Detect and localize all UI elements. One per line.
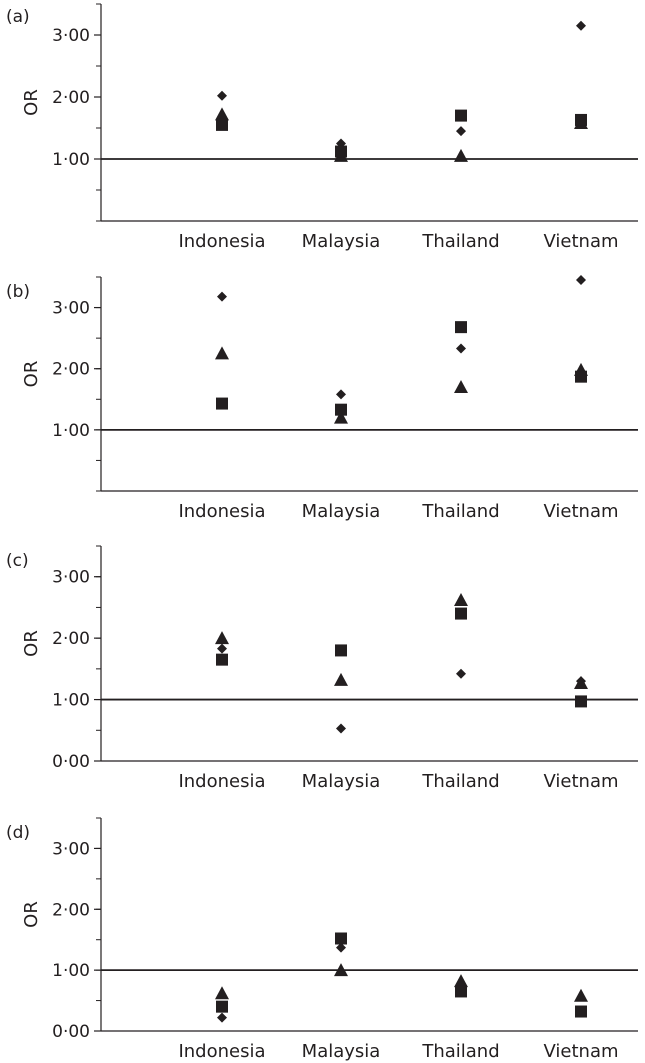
diamond-marker (456, 343, 466, 354)
triangle-marker (574, 675, 588, 689)
x-category-label: Vietnam (543, 231, 618, 252)
diamond-marker (336, 723, 346, 734)
triangle-marker (215, 986, 229, 1000)
panel-a: 1·00 2·00 3·00 Indonesia Malaysia Thailand Vie… (6, 3, 638, 252)
panel-label: (b) (6, 282, 30, 302)
y-tick-label: 0·00 (52, 1022, 90, 1042)
square-marker (335, 403, 347, 416)
y-tick-label: 3·00 (52, 568, 90, 588)
square-marker (216, 653, 228, 666)
square-marker (216, 1000, 228, 1013)
x-category-label: Indonesia (178, 771, 265, 792)
diamond-marker (217, 1012, 227, 1023)
panel-c: 0·00 1·00 2·00 3·00 Indonesia Malaysia Thailan… (6, 545, 638, 792)
y-tick-label: 2·00 (52, 900, 90, 920)
y-tick-label: 3·00 (52, 26, 90, 46)
square-marker (575, 113, 587, 126)
y-axis-label: OR (21, 89, 42, 116)
diamond-marker (336, 389, 346, 400)
square-marker (335, 644, 347, 657)
x-category-label: Vietnam (543, 771, 618, 792)
triangle-marker (334, 410, 348, 424)
triangle-marker (215, 107, 229, 121)
triangle-marker (574, 988, 588, 1002)
square-marker (455, 985, 467, 998)
square-marker (575, 695, 587, 708)
x-category-label: Vietnam (543, 1041, 618, 1062)
y-tick-label: 2·00 (52, 629, 90, 649)
triangle-marker (334, 672, 348, 686)
diamond-marker (456, 668, 466, 679)
square-marker (575, 1005, 587, 1018)
y-tick-label: 3·00 (52, 839, 90, 859)
diamond-marker (336, 942, 346, 953)
panel-b: 1·00 2·00 3·00 Indonesia Malaysia Thailand Vie… (6, 275, 638, 522)
square-marker (455, 321, 467, 334)
x-category-label: Malaysia (302, 501, 381, 522)
triangle-marker (454, 148, 468, 162)
triangle-marker (215, 346, 229, 360)
y-tick-label: 1·00 (52, 150, 90, 170)
diamond-marker (576, 275, 586, 286)
triangle-marker (454, 974, 468, 988)
x-category-label: Indonesia (178, 1041, 265, 1062)
x-category-label: Indonesia (178, 501, 265, 522)
panel-d: 0·00 1·00 2·00 3·00 Indonesia Malaysia Thailan… (6, 817, 638, 1062)
x-category-label: Indonesia (178, 231, 265, 252)
x-category-label: Vietnam (543, 501, 618, 522)
y-axis-label: OR (21, 361, 42, 388)
triangle-marker (454, 593, 468, 607)
x-category-label: Malaysia (302, 1041, 381, 1062)
x-category-label: Malaysia (302, 771, 381, 792)
square-marker (216, 397, 228, 410)
triangle-marker (334, 963, 348, 977)
y-tick-label: 2·00 (52, 360, 90, 380)
y-tick-label: 2·00 (52, 88, 90, 108)
diamond-marker (217, 90, 227, 101)
square-marker (335, 932, 347, 945)
diamond-marker (217, 291, 227, 302)
y-tick-label: 1·00 (52, 691, 90, 711)
x-category-label: Malaysia (302, 231, 381, 252)
y-axis-label: OR (21, 630, 42, 657)
x-category-label: Thailand (421, 771, 499, 792)
square-marker (455, 109, 467, 122)
y-tick-label: 3·00 (52, 299, 90, 319)
x-category-label: Thailand (421, 231, 499, 252)
panel-label: (d) (6, 823, 30, 843)
square-marker (335, 145, 347, 158)
diamond-marker (576, 20, 586, 31)
y-axis-label: OR (21, 901, 42, 928)
y-tick-label: 0·00 (52, 752, 90, 772)
x-category-label: Thailand (421, 1041, 499, 1062)
panel-label: (a) (6, 7, 30, 27)
x-category-label: Thailand (421, 501, 499, 522)
triangle-marker (215, 631, 229, 645)
diamond-marker (217, 643, 227, 654)
square-marker (455, 607, 467, 620)
square-marker (575, 370, 587, 383)
panel-label: (c) (6, 551, 29, 571)
y-tick-label: 1·00 (52, 421, 90, 441)
diamond-marker (456, 126, 466, 137)
square-marker (216, 118, 228, 131)
y-tick-label: 1·00 (52, 961, 90, 981)
triangle-marker (454, 380, 468, 394)
